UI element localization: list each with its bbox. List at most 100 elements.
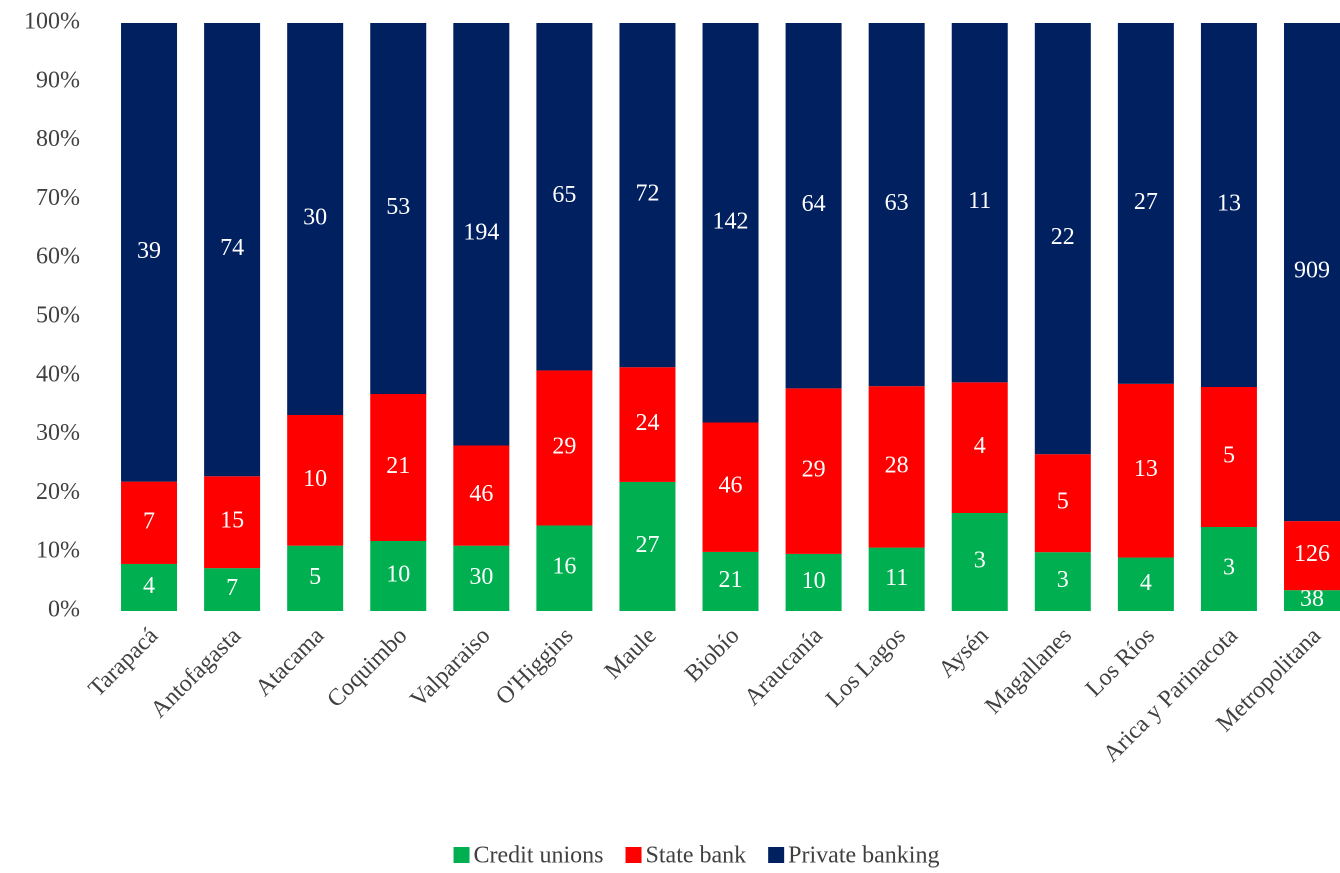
bar-segment [785, 23, 842, 389]
x-tick-label: O'Higgins [491, 623, 578, 710]
x-tick-label: Antofagasta [146, 623, 247, 724]
value-label: 27 [635, 532, 659, 558]
legend-label: Credit unions [474, 843, 604, 869]
value-label: 28 [885, 452, 909, 478]
bar-segment [536, 23, 593, 371]
y-tick-label: 30% [36, 420, 80, 446]
bar-segment [785, 553, 842, 611]
value-label: 30 [303, 205, 327, 231]
bar-segment [204, 476, 261, 569]
x-tick-label: Coquimbo [322, 623, 412, 713]
bar-segment [1117, 383, 1174, 558]
value-label: 142 [713, 208, 749, 234]
value-label: 5 [1057, 489, 1069, 515]
value-label: 21 [386, 453, 410, 479]
y-tick-label: 60% [36, 244, 80, 270]
x-tick-label: Magallanes [980, 623, 1077, 720]
value-label: 909 [1294, 258, 1330, 284]
value-label: 21 [719, 567, 743, 593]
value-label: 22 [1051, 224, 1075, 250]
value-label: 3 [1057, 567, 1069, 593]
value-label: 7 [226, 575, 238, 601]
bar-segment [868, 547, 925, 611]
value-label: 126 [1294, 541, 1330, 567]
bar-segment [1034, 552, 1091, 611]
x-tick-label: Maule [600, 623, 662, 685]
y-tick-label: 10% [36, 538, 80, 564]
bar-segment [619, 23, 676, 368]
value-label: 4 [1140, 570, 1152, 596]
value-label: 194 [463, 220, 499, 246]
legend-label: Private banking [788, 843, 939, 869]
value-label: 46 [719, 473, 743, 499]
bar-segment [370, 541, 427, 611]
bar-segment [453, 545, 510, 611]
x-tick-label: Los Ríos [1081, 623, 1160, 702]
bar-segment [204, 23, 261, 477]
legend-swatch [625, 847, 642, 863]
value-label: 7 [143, 508, 155, 534]
legend-swatch [768, 847, 785, 863]
value-label: 74 [220, 235, 244, 261]
bar-segment [619, 481, 676, 611]
value-label: 13 [1134, 456, 1158, 482]
legend-swatch [453, 847, 470, 863]
value-label: 13 [1217, 191, 1241, 217]
value-label: 5 [1223, 443, 1235, 469]
bar-segment [1117, 23, 1174, 384]
value-label: 16 [552, 554, 576, 580]
bar-segment [1284, 590, 1340, 611]
bar-segment [1034, 23, 1091, 455]
value-label: 4 [143, 573, 155, 599]
value-label: 39 [137, 238, 161, 264]
y-tick-label: 100% [24, 9, 80, 35]
bar-segment [951, 513, 1008, 611]
bar-segment [370, 23, 427, 394]
bar-segment [1284, 23, 1340, 522]
bar-segment [287, 23, 344, 415]
y-tick-label: 90% [36, 67, 80, 93]
value-label: 29 [802, 457, 826, 483]
bar-segment [1200, 527, 1257, 611]
y-tick-label: 40% [36, 361, 80, 387]
value-label: 27 [1134, 189, 1158, 215]
bar-segment [702, 422, 759, 552]
value-label: 24 [635, 410, 659, 436]
x-tick-label: Los Lagos [821, 623, 911, 713]
value-label: 3 [974, 548, 986, 574]
bar-segment [951, 23, 1008, 383]
bar-segment [619, 367, 676, 482]
bar-segment [868, 23, 925, 387]
bar-segment [370, 394, 427, 541]
x-tick-label: Biobío [680, 623, 745, 688]
x-tick-label: Valparaiso [405, 623, 495, 713]
legend-label: State bank [646, 843, 747, 869]
value-label: 5 [309, 564, 321, 590]
bar-segment [536, 525, 593, 611]
value-label: 63 [885, 190, 909, 216]
y-tick-label: 80% [36, 126, 80, 152]
value-label: 10 [303, 466, 327, 492]
bar-segment [951, 382, 1008, 513]
y-tick-label: 0% [48, 597, 80, 623]
x-tick-label: Aysén [934, 623, 994, 683]
value-label: 3 [1223, 555, 1235, 581]
value-label: 72 [635, 181, 659, 207]
bar-segment [287, 415, 344, 546]
bar-segment [702, 551, 759, 611]
x-tick-label: Atacama [251, 623, 330, 702]
value-label: 65 [552, 182, 576, 208]
bar-segment [1034, 454, 1091, 553]
bar-segment [1200, 23, 1257, 387]
value-label: 29 [552, 433, 576, 459]
x-tick-label: Araucanía [740, 623, 828, 711]
bar-segment [121, 563, 178, 611]
value-label: 11 [968, 188, 991, 214]
value-label: 10 [802, 568, 826, 594]
value-label: 53 [386, 194, 410, 220]
y-tick-label: 20% [36, 479, 80, 505]
bar-segment [287, 545, 344, 611]
value-label: 10 [386, 562, 410, 588]
